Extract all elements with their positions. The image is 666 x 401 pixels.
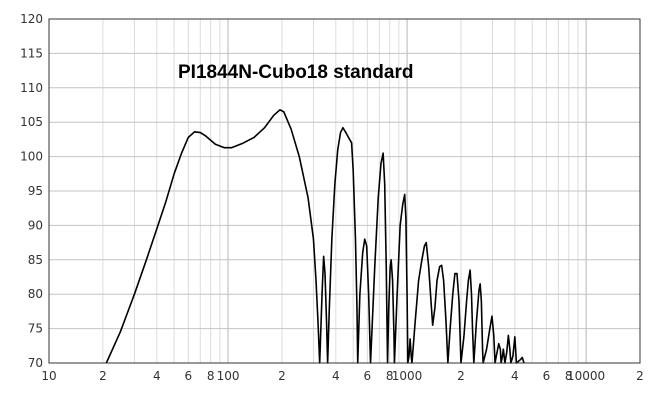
y-tick-label: 85 <box>28 253 43 267</box>
x-tick-label: 100 <box>217 369 240 383</box>
x-tick-label: 4 <box>332 369 340 383</box>
y-tick-label: 75 <box>28 322 43 336</box>
x-tick-label: 8 <box>565 369 573 383</box>
y-tick-label: 80 <box>28 287 43 301</box>
y-axis-labels: 70 75 80 85 90 95 100 105 110 115 120 <box>20 12 43 370</box>
x-tick-label: 2 <box>457 369 465 383</box>
x-tick-label: 1000 <box>392 369 423 383</box>
y-tick-label: 90 <box>28 218 43 232</box>
response-curve <box>105 109 525 364</box>
x-tick-label: 8 <box>207 369 215 383</box>
x-tick-label: 10 <box>41 369 56 383</box>
x-tick-label: 4 <box>511 369 519 383</box>
plot-frame <box>48 18 641 364</box>
y-tick-label: 100 <box>20 150 43 164</box>
y-tick-label: 95 <box>28 184 43 198</box>
x-tick-label: 6 <box>364 369 372 383</box>
x-tick-label: 6 <box>543 369 551 383</box>
chart-title: PI1844N-Cubo18 standard <box>178 62 413 83</box>
x-tick-label: 2 <box>636 369 644 383</box>
y-tick-label: 105 <box>20 115 43 129</box>
y-tick-label: 70 <box>28 356 43 370</box>
y-tick-label: 115 <box>20 46 43 60</box>
x-tick-label: 4 <box>153 369 161 383</box>
x-tick-label: 2 <box>278 369 286 383</box>
y-tick-label: 110 <box>20 81 43 95</box>
x-tick-label: 2 <box>99 369 107 383</box>
y-tick-label: 120 <box>20 12 43 26</box>
x-tick-label: 6 <box>184 369 192 383</box>
x-tick-label: 10000 <box>567 369 605 383</box>
x-tick-label: 8 <box>386 369 394 383</box>
